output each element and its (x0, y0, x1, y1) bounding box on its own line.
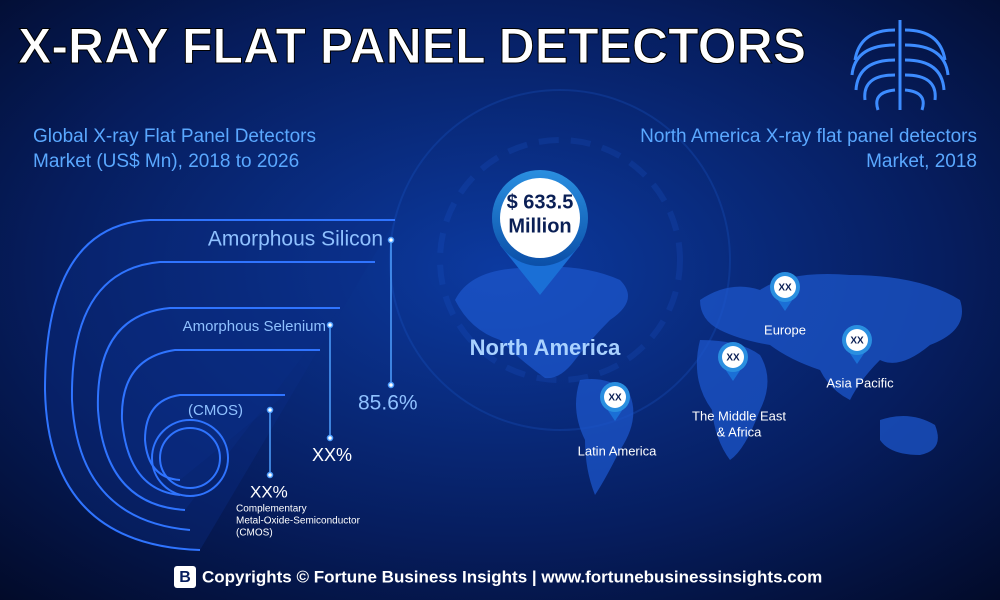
deco-ring (389, 89, 731, 431)
segment-label: Amorphous Selenium (183, 318, 326, 335)
segment-share: 85.6% (358, 392, 418, 415)
segment-share: XX% (250, 482, 288, 501)
ribcage-icon (850, 20, 950, 111)
leader-lines (266, 236, 395, 479)
region-value: XX (608, 393, 622, 404)
region-label: Latin America (578, 443, 658, 458)
title: X-RAY FLAT PANEL DETECTORS (18, 18, 806, 74)
segment-label: (CMOS) (188, 402, 243, 419)
region-value: XX (850, 336, 864, 347)
footer: Copyrights © Fortune Business Insights |… (202, 567, 822, 586)
segment-label: Amorphous Silicon (208, 228, 383, 251)
left-heading: Market (US$ Mn), 2018 to 2026 (33, 151, 299, 172)
note: Complementary (236, 504, 307, 515)
region-label: Europe (764, 322, 806, 337)
highlight-value: $ 633.5 (507, 191, 574, 213)
world-map (455, 266, 962, 495)
pin-shape (774, 276, 796, 298)
svg-text:B: B (179, 569, 191, 586)
right-heading: Market, 2018 (866, 151, 977, 172)
highlight-region: North America (470, 335, 622, 360)
pin-shape (722, 346, 744, 368)
highlight-value: Million (508, 215, 571, 237)
arc-shapes (43, 219, 395, 551)
pin-shape (604, 386, 626, 408)
region-label: Asia Pacific (826, 375, 894, 390)
footer-logo: B (174, 566, 196, 588)
region-value: XX (726, 353, 740, 364)
highlight-pin (492, 170, 588, 295)
pin-shape (846, 329, 868, 351)
right-heading: North America X-ray flat panel detectors (640, 126, 977, 147)
region-label: & Africa (717, 424, 763, 439)
note: (CMOS) (236, 528, 273, 539)
segment-share: XX% (312, 445, 352, 465)
note: Metal-Oxide-Semiconductor (236, 516, 361, 527)
region-pins: XX Europe XX Asia Pacific XX The Middle East&… (578, 272, 894, 458)
region-value: XX (778, 283, 792, 294)
left-heading: Global X-ray Flat Panel Detectors (33, 126, 316, 147)
region-label: The Middle East (692, 408, 786, 423)
deco-ring (437, 137, 683, 383)
